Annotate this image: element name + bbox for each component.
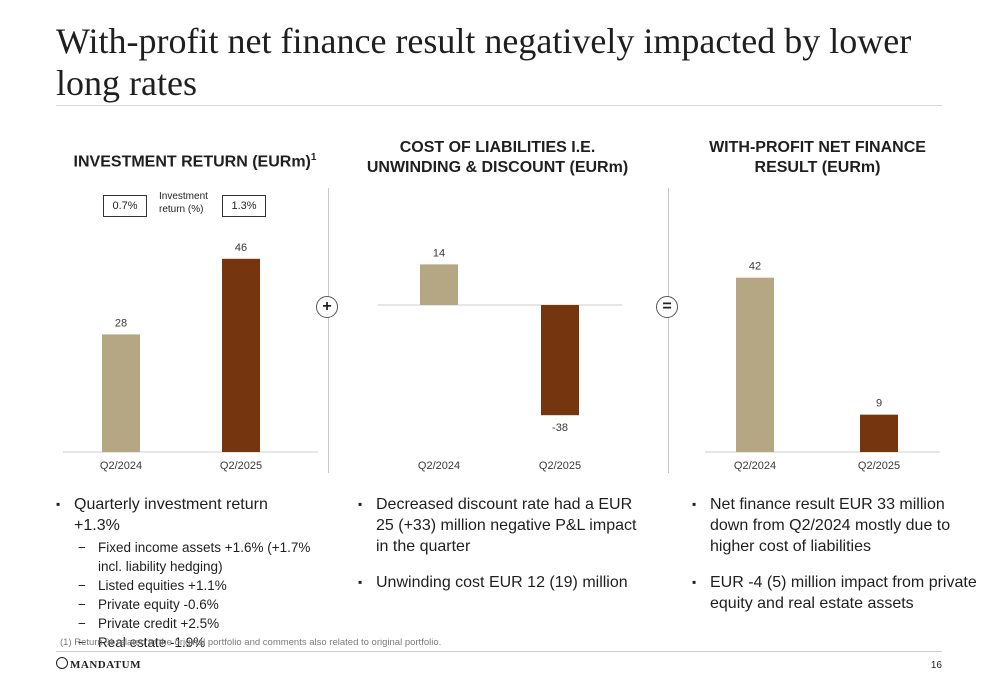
investment-bullet-text: Quarterly investment return +1.3% — [74, 496, 268, 534]
category-tick-label: Q2/2024 — [100, 460, 142, 472]
investment-title-footnote-mark: 1 — [310, 152, 317, 163]
net-finance-result-chart: 42 Q2/2024 9 Q2/2025 — [705, 261, 940, 472]
data-label: -38 — [552, 422, 568, 434]
investment-bullet: Quarterly investment return +1.3% Fixed … — [56, 494, 316, 652]
investment-return-q2-2025-box: 1.3% — [222, 195, 266, 217]
category-tick-label: Q2/2024 — [418, 460, 460, 472]
net-bullet-finance-result: Net finance result EUR 33 million down f… — [692, 494, 977, 557]
bar-q2-2024 — [736, 277, 774, 452]
sub-bullet-private-equity: Private equity -0.6% — [74, 595, 316, 614]
investment-return-chart: 28 Q2/2024 46 Q2/2025 — [63, 242, 318, 472]
plus-operator: + — [316, 296, 338, 318]
bar-q2-2025 — [222, 258, 260, 452]
page-number: 16 — [930, 660, 942, 671]
liabilities-bullet-unwinding: Unwinding cost EUR 12 (19) million — [358, 572, 643, 593]
data-label: 28 — [115, 317, 127, 329]
footnote: (1) Return % related to the original por… — [60, 637, 442, 648]
separator-left — [328, 188, 329, 473]
bar-q2-2024 — [102, 334, 140, 452]
company-logo: MANDATUM — [56, 657, 141, 671]
investment-bullets: Quarterly investment return +1.3% Fixed … — [56, 494, 316, 667]
logo-emblem-icon — [56, 657, 68, 669]
net-result-chart-title: WITH-PROFIT NET FINANCE RESULT (EURm) — [709, 139, 926, 176]
sub-bullet-fixed-income: Fixed income assets +1.6% (+1.7% incl. l… — [74, 538, 316, 576]
data-label: 42 — [749, 261, 761, 273]
category-tick-label: Q2/2025 — [539, 460, 581, 472]
investment-chart-title-text: INVESTMENT RETURN (EURm) — [73, 153, 311, 171]
category-tick-label: Q2/2024 — [734, 460, 776, 472]
liabilities-bullet-discount-rate: Decreased discount rate had a EUR 25 (+3… — [358, 494, 643, 557]
investment-return-label: Investment return (%) — [159, 191, 208, 215]
equals-operator: = — [656, 296, 678, 318]
data-label: 9 — [876, 398, 882, 410]
investment-chart-title: INVESTMENT RETURN (EURm)1 — [60, 148, 330, 172]
bar-q2-2024 — [420, 264, 458, 305]
bar-q2-2025 — [860, 414, 898, 452]
liabilities-chart-title: COST OF LIABILITIES I.E. UNWINDING & DIS… — [366, 139, 629, 176]
liabilities-bullets: Decreased discount rate had a EUR 25 (+3… — [358, 494, 643, 608]
net-result-bullets: Net finance result EUR 33 million down f… — [692, 494, 977, 629]
sub-bullet-private-credit: Private credit +2.5% — [74, 614, 316, 633]
logo-text: MANDATUM — [70, 659, 142, 671]
category-tick-label: Q2/2025 — [220, 460, 262, 472]
data-label: 46 — [235, 242, 247, 254]
net-bullet-private-assets: EUR -4 (5) million impact from private e… — [692, 572, 977, 614]
page-title: With-profit net finance result negativel… — [56, 21, 912, 103]
sub-bullet-real-estate: Real estate -1.9% — [74, 633, 316, 652]
data-label: 14 — [433, 247, 445, 259]
category-tick-label: Q2/2025 — [858, 460, 900, 472]
separator-right — [668, 188, 669, 473]
investment-sub-bullets: Fixed income assets +1.6% (+1.7% incl. l… — [74, 538, 316, 652]
title-divider — [56, 105, 942, 106]
sub-bullet-listed-equities: Listed equities +1.1% — [74, 576, 316, 595]
investment-return-q2-2024-box: 0.7% — [103, 195, 147, 217]
footer-divider — [56, 651, 942, 652]
cost-of-liabilities-chart: 14 Q2/2024 -38 Q2/2025 — [378, 247, 622, 472]
bar-q2-2025 — [541, 305, 579, 416]
